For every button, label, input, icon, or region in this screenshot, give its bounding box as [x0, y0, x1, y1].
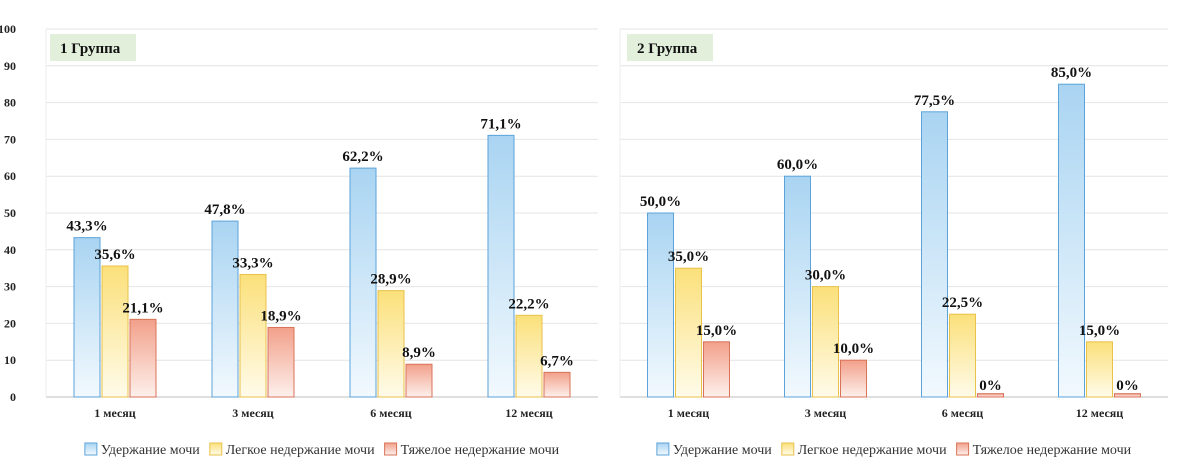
y-tick-label: 70	[4, 132, 16, 146]
data-label: 0%	[1116, 378, 1139, 394]
data-label: 15,0%	[1079, 323, 1120, 339]
bar-легкое-недержание-мочи-6-месяц	[949, 313, 976, 398]
legend-item-удержание-мочи: Удержание мочи	[656, 442, 772, 458]
y-tick-label: 90	[4, 59, 16, 73]
legend-item-тяжелое-недержание-мочи: Тяжелое недержание мочи	[956, 442, 1132, 458]
data-label: 28,9%	[370, 272, 411, 288]
bar-легкое-недержание-мочи-6-месяц	[377, 290, 405, 398]
data-label: 30,0%	[805, 268, 846, 284]
bar-легкое-недержание-мочи-3-месяц	[812, 286, 839, 398]
chart-title-background	[50, 34, 136, 61]
x-category-label: 1 месяц	[668, 406, 709, 420]
chart-title-text: 1 Группа	[60, 41, 121, 57]
legend-item-легкое-недержание-мочи: Легкое недержание мочи	[209, 442, 375, 458]
legend-label: Легкое недержание мочи	[226, 443, 375, 458]
data-label: 22,5%	[942, 295, 983, 311]
data-label: 0%	[979, 378, 1002, 394]
bar-удержание-мочи-6-месяц	[349, 167, 377, 398]
legend-item-тяжелое-недержание-мочи: Тяжелое недержание мочи	[384, 442, 560, 458]
data-label: 35,6%	[94, 247, 135, 263]
data-label: 8,9%	[402, 345, 436, 361]
data-label: 22,2%	[508, 296, 549, 312]
y-tick-label: 40	[4, 243, 16, 257]
chart-title: 1 Группа	[50, 34, 136, 61]
legend-swatch	[656, 442, 670, 456]
legend-label: Тяжелое недержание мочи	[973, 443, 1132, 458]
legend-swatch	[384, 442, 398, 456]
data-label: 85,0%	[1051, 65, 1092, 81]
bar-тяжелое-недержание-мочи-12-месяц	[543, 371, 571, 398]
bar-тяжелое-недержание-мочи-12-месяц	[1114, 393, 1141, 398]
y-tick-label: 80	[4, 96, 16, 110]
data-label: 77,5%	[914, 93, 955, 109]
bar-удержание-мочи-1-месяц	[73, 237, 101, 398]
legend: Удержание мочи Легкое недержание мочи Тяже…	[84, 442, 560, 458]
data-label: 15,0%	[696, 323, 737, 339]
chart-panel-group-1: 0 10 20 30 40 50 60 70 80 90 100 1 Группа 43,3% 35,6%…	[0, 22, 598, 458]
bar-удержание-мочи-1-месяц	[647, 212, 674, 398]
y-tick-label: 50	[4, 206, 16, 220]
legend-swatch	[209, 442, 223, 456]
bar-удержание-мочи-12-месяц	[487, 134, 515, 398]
bar-тяжелое-недержание-мочи-3-месяц	[840, 359, 867, 398]
bar-удержание-мочи-6-месяц	[921, 111, 948, 398]
data-label: 35,0%	[668, 249, 709, 265]
y-tick-label: 60	[4, 169, 16, 183]
chart-title: 2 Группа	[627, 34, 713, 61]
x-category-label: 12 месяц	[1076, 406, 1123, 420]
legend-item-удержание-мочи: Удержание мочи	[84, 442, 200, 458]
data-label: 33,3%	[232, 255, 273, 271]
x-category-label: 6 месяц	[942, 406, 983, 420]
x-category-label: 12 месяц	[505, 406, 552, 420]
data-label: 47,8%	[204, 202, 245, 218]
chart-title-text: 2 Группа	[637, 41, 698, 57]
legend: Удержание мочи Легкое недержание мочи Тяже…	[656, 442, 1132, 458]
bar-удержание-мочи-12-месяц	[1058, 83, 1085, 398]
bar-легкое-недержание-мочи-12-месяц	[515, 314, 543, 398]
x-category-label: 6 месяц	[370, 406, 411, 420]
data-label: 71,1%	[480, 116, 521, 132]
y-tick-label: 20	[4, 316, 16, 330]
bar-тяжелое-недержание-мочи-3-месяц	[267, 326, 295, 398]
x-category-label: 1 месяц	[94, 406, 135, 420]
bar-удержание-мочи-3-месяц	[211, 220, 239, 398]
bar-тяжелое-недержание-мочи-6-месяц	[405, 363, 433, 398]
legend-label: Тяжелое недержание мочи	[401, 443, 560, 458]
chart-panel-group-2: 2 Группа 50,0% 35,0% 15,0% 1 месяц 60,0% 30,0%…	[619, 28, 1168, 458]
bar-тяжелое-недержание-мочи-1-месяц	[703, 341, 730, 398]
data-label: 18,9%	[260, 308, 301, 324]
legend-label: Удержание мочи	[101, 443, 200, 458]
x-category-label: 3 месяц	[805, 406, 846, 420]
y-tick-label: 30	[4, 280, 16, 294]
data-label: 50,0%	[640, 194, 681, 210]
bar-легкое-недержание-мочи-3-месяц	[239, 273, 267, 398]
data-label: 43,3%	[66, 219, 107, 235]
y-tick-label: 100	[0, 22, 16, 36]
data-label: 6,7%	[540, 353, 574, 369]
legend-label: Легкое недержание мочи	[798, 443, 947, 458]
bar-удержание-мочи-3-месяц	[784, 175, 811, 398]
bar-легкое-недержание-мочи-12-месяц	[1086, 341, 1113, 398]
x-category-label: 3 месяц	[232, 406, 273, 420]
legend-swatch	[84, 442, 98, 456]
data-label: 10,0%	[833, 341, 874, 357]
legend-swatch	[781, 442, 795, 456]
legend-item-легкое-недержание-мочи: Легкое недержание мочи	[781, 442, 947, 458]
bar-тяжелое-недержание-мочи-6-месяц	[977, 393, 1004, 398]
legend-swatch	[956, 442, 970, 456]
data-label: 60,0%	[777, 157, 818, 173]
data-label: 21,1%	[122, 300, 163, 316]
chart-title-background	[627, 34, 713, 61]
legend-label: Удержание мочи	[673, 443, 772, 458]
y-tick-label: 0	[10, 390, 16, 404]
data-label: 62,2%	[342, 149, 383, 165]
bar-тяжелое-недержание-мочи-1-месяц	[129, 318, 157, 398]
y-tick-label: 10	[4, 353, 16, 367]
bar-легкое-недержание-мочи-1-месяц	[675, 267, 702, 398]
bar-легкое-недержание-мочи-1-месяц	[101, 265, 129, 398]
